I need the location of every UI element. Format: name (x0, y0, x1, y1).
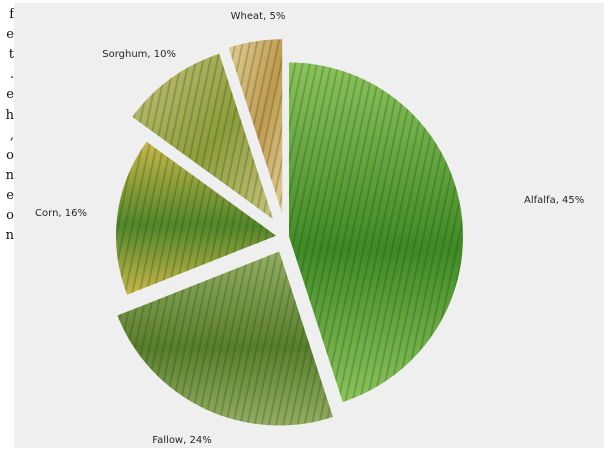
slice-alfalfa-texture (289, 62, 463, 402)
paragraph-line-10: o (6, 208, 14, 223)
slice-label-sorghum: Sorghum, 10% (102, 49, 176, 60)
slice-wheat-texture (228, 39, 283, 214)
paragraph-line-4: e (6, 87, 14, 103)
paragraph-line-7: o (6, 147, 14, 163)
slice-label-alfalfa: Alfalfa, 45% (524, 195, 584, 206)
paragraph-line-8: n (5, 167, 14, 183)
paragraph-line-1: e (6, 27, 14, 43)
slice-label-corn: Corn, 16% (35, 208, 87, 219)
slice-label-fallow: Fallow, 24% (152, 435, 211, 446)
paragraph-line-2: t (8, 47, 14, 63)
slice-label-wheat: Wheat, 5% (231, 11, 286, 22)
slice-fallow-texture (117, 251, 334, 426)
paragraph-line-5: h (5, 107, 14, 123)
slice-alfalfa (289, 62, 463, 402)
pie-chart: Alfalfa, 45% Fallow, 24% Corn, 16% Sorghum,… (35, 11, 584, 446)
slice-wheat (228, 39, 283, 214)
paragraph-line-9: e (6, 187, 14, 203)
chart-panel: Alfalfa, 45% Fallow, 24% Corn, 16% Sorghum,… (14, 3, 604, 448)
slice-fallow (117, 251, 334, 426)
slice-corn-texture (115, 141, 277, 295)
paragraph-line-0: f (9, 7, 14, 22)
slice-sorghum (132, 53, 274, 220)
paragraph-line-3: . (9, 67, 14, 83)
slice-corn (115, 141, 277, 295)
slice-sorghum-texture (132, 53, 274, 220)
paragraph-line-6: , (9, 127, 14, 143)
paragraph-line-11: n (5, 228, 14, 244)
